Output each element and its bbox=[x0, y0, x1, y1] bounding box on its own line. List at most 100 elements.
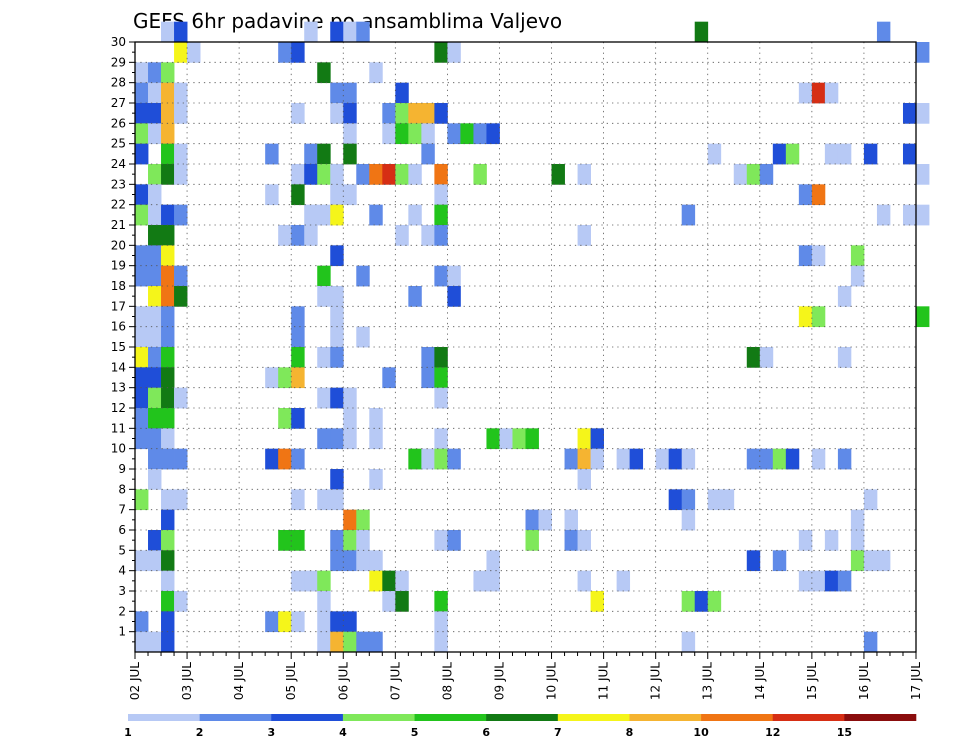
heatmap-cell bbox=[824, 143, 839, 165]
heatmap-cell bbox=[837, 448, 852, 470]
y-tick-label: 19 bbox=[111, 259, 126, 273]
heatmap-cell bbox=[330, 204, 344, 226]
heatmap-cell bbox=[135, 326, 149, 348]
heatmap-cell bbox=[330, 428, 344, 450]
heatmap-cell bbox=[447, 265, 461, 287]
heatmap-cell bbox=[135, 204, 149, 226]
heatmap-cell bbox=[135, 265, 149, 287]
heatmap-cell bbox=[161, 265, 175, 287]
heatmap-cell bbox=[330, 469, 344, 490]
heatmap-cell bbox=[161, 448, 175, 470]
heatmap-cell bbox=[278, 530, 292, 551]
heatmap-cell bbox=[161, 530, 175, 551]
heatmap-cell bbox=[330, 164, 344, 185]
y-tick-label: 9 bbox=[118, 462, 126, 476]
heatmap-cell bbox=[265, 611, 279, 633]
heatmap-cell bbox=[369, 408, 383, 429]
heatmap-cell bbox=[317, 265, 331, 287]
heatmap-cell bbox=[317, 347, 331, 368]
heatmap-cell bbox=[850, 265, 865, 287]
heatmap-cell bbox=[681, 591, 696, 612]
x-tick-label: 08 JUL bbox=[440, 662, 454, 700]
heatmap-cell bbox=[876, 204, 891, 226]
x-tick-label: 06 JUL bbox=[336, 662, 350, 700]
heatmap-cell bbox=[746, 550, 761, 572]
heatmap-cell bbox=[135, 489, 149, 511]
colorbar-label: 2 bbox=[196, 726, 204, 739]
heatmap-cell bbox=[434, 265, 448, 287]
heatmap-cell bbox=[577, 428, 591, 450]
heatmap-cell bbox=[291, 42, 305, 63]
colorbar-legend: 1 2 3 4 5 6 7 8 10 12 15 bbox=[124, 714, 917, 739]
colorbar-swatch bbox=[414, 714, 487, 721]
heatmap-cell bbox=[148, 184, 162, 206]
heatmap-cell bbox=[824, 570, 839, 592]
heatmap-cell bbox=[434, 530, 448, 551]
heatmap-cell bbox=[369, 204, 383, 226]
heatmap-cell bbox=[772, 448, 787, 470]
heatmap-cell bbox=[135, 306, 149, 328]
heatmap-cell bbox=[434, 225, 448, 246]
heatmap-cell bbox=[850, 550, 865, 572]
heatmap-cell bbox=[798, 82, 813, 104]
heatmap-cell bbox=[174, 286, 188, 307]
heatmap-cell bbox=[148, 306, 162, 328]
heatmap-cell bbox=[785, 143, 800, 165]
heatmap-cell bbox=[161, 143, 175, 165]
heatmap-cell bbox=[291, 367, 305, 389]
heatmap-cell bbox=[135, 184, 149, 206]
y-tick-label: 1 bbox=[118, 625, 126, 639]
colorbar-label: 12 bbox=[765, 726, 780, 739]
heatmap-cell bbox=[395, 225, 409, 246]
heatmap-cell bbox=[330, 306, 344, 328]
heatmap-cell bbox=[330, 611, 344, 633]
heatmap-cell bbox=[421, 225, 435, 246]
heatmap-cell bbox=[265, 448, 279, 470]
heatmap-cell bbox=[304, 164, 318, 185]
heatmap-cell bbox=[798, 306, 813, 328]
heatmap-cell bbox=[434, 204, 448, 226]
heatmap-cell bbox=[278, 42, 292, 63]
heatmap-cell bbox=[356, 631, 370, 653]
heatmap-cell bbox=[408, 103, 422, 124]
heatmap-cell bbox=[837, 347, 852, 368]
heatmap-cell bbox=[148, 82, 162, 104]
heatmap-cell bbox=[135, 245, 149, 267]
heatmap-cell bbox=[330, 21, 344, 43]
heatmap-cell bbox=[382, 591, 396, 612]
heatmap-cell bbox=[317, 204, 331, 226]
heatmap-cell bbox=[837, 143, 852, 165]
heatmap-cell bbox=[161, 82, 175, 104]
heatmap-cell bbox=[707, 591, 722, 612]
heatmap-cell bbox=[772, 143, 787, 165]
heatmap-cell bbox=[538, 509, 552, 531]
heatmap-cell bbox=[408, 448, 422, 470]
heatmap-cell bbox=[343, 611, 357, 633]
heatmap-cell bbox=[746, 448, 761, 470]
heatmap-cell bbox=[369, 550, 383, 572]
heatmap-cell bbox=[291, 103, 305, 124]
heatmap-cell bbox=[382, 570, 396, 592]
heatmap-cell bbox=[174, 103, 188, 124]
heatmap-cell bbox=[421, 143, 435, 165]
y-tick-label: 16 bbox=[111, 320, 126, 334]
heatmap-cell bbox=[681, 204, 696, 226]
heatmap-cell bbox=[135, 428, 149, 450]
heatmap-cell bbox=[343, 21, 357, 43]
y-axis: 1234567891011121314151617181920212223242… bbox=[111, 35, 135, 643]
y-tick-label: 7 bbox=[118, 503, 126, 517]
heatmap-cell bbox=[434, 42, 448, 63]
heatmap-cell bbox=[434, 631, 448, 653]
heatmap-cell bbox=[798, 570, 813, 592]
y-tick-label: 22 bbox=[111, 198, 126, 212]
heatmap-cell bbox=[382, 103, 396, 124]
heatmap-cell bbox=[590, 448, 604, 470]
heatmap-cell bbox=[161, 62, 175, 84]
heatmap-cell bbox=[278, 408, 292, 429]
heatmap-cell bbox=[135, 631, 149, 653]
y-tick-label: 29 bbox=[111, 55, 126, 69]
heatmap-cell bbox=[291, 306, 305, 328]
heatmap-cell bbox=[161, 306, 175, 328]
heatmap-cell bbox=[265, 184, 279, 206]
heatmap-cell bbox=[421, 347, 435, 368]
